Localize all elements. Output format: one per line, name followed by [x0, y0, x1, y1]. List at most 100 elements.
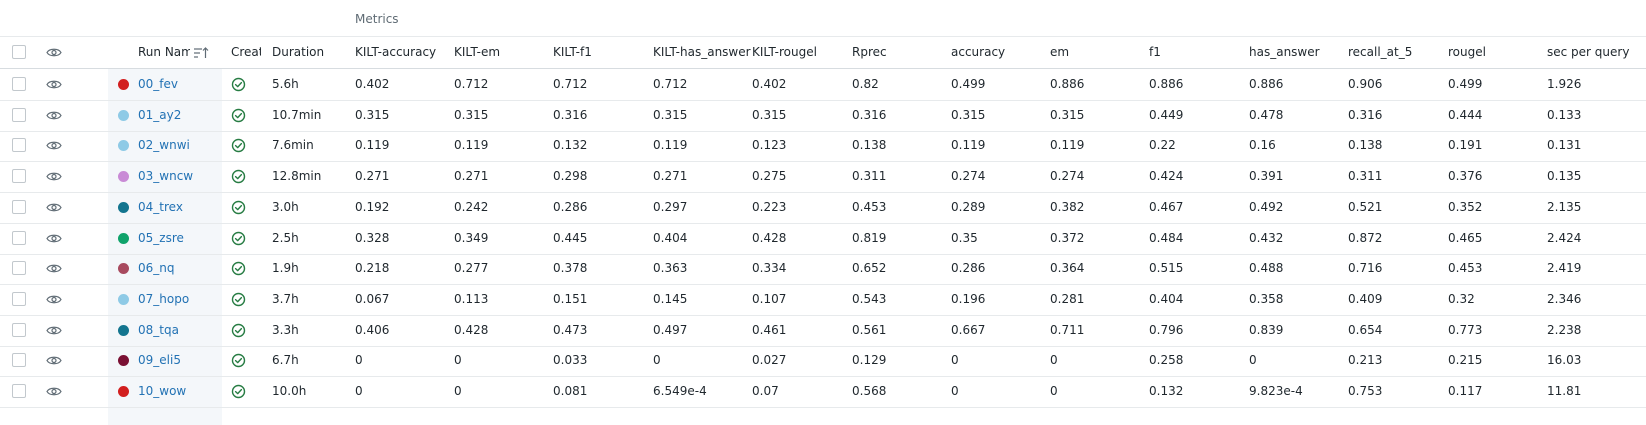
eye-icon[interactable]	[46, 47, 62, 58]
column-header-kilt-f1[interactable]: KILT-f1	[553, 45, 592, 59]
metric-cell-has-answer: 0.886	[1249, 77, 1284, 91]
run-color-swatch[interactable]	[118, 386, 129, 397]
run-name-link[interactable]: 10_wow	[138, 384, 187, 398]
row-select-checkbox[interactable]	[12, 261, 26, 276]
metric-cell-f1: 0.404	[1149, 291, 1184, 306]
column-header-kilt-rougel[interactable]: KILT-rougel	[752, 45, 817, 59]
run-name-link[interactable]: 09_eli5	[138, 353, 181, 368]
column-header-run-name[interactable]: Run Name	[138, 45, 190, 59]
eye-icon[interactable]	[46, 263, 62, 274]
check-circle-icon	[231, 200, 246, 214]
eye-icon[interactable]	[46, 171, 62, 182]
row-select-checkbox[interactable]	[12, 322, 26, 337]
run-color-swatch[interactable]	[118, 140, 129, 152]
row-select-checkbox[interactable]	[12, 230, 26, 245]
column-header-kilt-em[interactable]: KILT-em	[454, 45, 501, 59]
metric-cell-kilt-has-answer: 0.404	[653, 230, 688, 245]
metric-cell-f1: 0.258	[1149, 353, 1184, 368]
run-color-swatch[interactable]	[118, 171, 129, 183]
column-header-sec-per-query[interactable]: sec per query	[1547, 45, 1630, 59]
run-color-swatch[interactable]	[118, 293, 129, 305]
metric-cell-recall-at-5: 0.906	[1348, 77, 1383, 91]
metric-cell-em: 0.372	[1050, 230, 1085, 245]
metric-cell-kilt-has-answer: 6.549e-4	[653, 384, 707, 398]
row-select-checkbox[interactable]	[12, 138, 26, 153]
metric-cell-kilt-f1: 0.033	[553, 353, 588, 368]
select-all-checkbox[interactable]	[12, 45, 26, 59]
run-name-link[interactable]: 06_nq	[138, 261, 175, 276]
metric-cell-kilt-has-answer: 0.712	[653, 77, 688, 91]
run-color-swatch[interactable]	[118, 355, 129, 367]
metric-cell-kilt-f1: 0.445	[553, 230, 588, 245]
duration-cell: 5.6h	[272, 77, 299, 91]
row-select-checkbox[interactable]	[12, 199, 26, 214]
sort-ascending-icon[interactable]	[193, 46, 209, 60]
metric-cell-f1: 0.22	[1149, 138, 1176, 153]
column-header-has-answer[interactable]: has_answer	[1249, 45, 1320, 59]
metric-cell-em: 0.711	[1050, 322, 1085, 337]
column-header-em[interactable]: em	[1050, 45, 1070, 59]
duration-cell: 12.8min	[272, 169, 322, 184]
eye-icon[interactable]	[46, 386, 62, 397]
eye-icon[interactable]	[46, 79, 62, 90]
metric-cell-has-answer: 0.391	[1249, 169, 1284, 184]
metric-cell-has-answer: 0.492	[1249, 199, 1284, 214]
row-select-checkbox[interactable]	[12, 353, 26, 368]
row-select-checkbox[interactable]	[12, 291, 26, 306]
duration-cell: 10.0h	[272, 384, 307, 398]
metric-cell-sec-per-query: 2.424	[1547, 230, 1582, 245]
run-color-swatch[interactable]	[118, 109, 129, 121]
eye-icon[interactable]	[46, 294, 62, 305]
run-color-swatch[interactable]	[118, 263, 129, 275]
row-select-checkbox[interactable]	[12, 107, 26, 122]
metric-cell-kilt-has-answer: 0.315	[653, 107, 688, 122]
metric-cell-f1: 0.449	[1149, 107, 1184, 122]
eye-icon[interactable]	[46, 140, 62, 151]
column-header-kilt-accuracy[interactable]: KILT-accuracy	[355, 45, 437, 59]
column-header-rprec[interactable]: Rprec	[852, 45, 887, 59]
table-row: 08_tqa 3.3h 0.406 0.428 0.473 0.497 0.461 0.561…	[0, 315, 1646, 347]
metric-cell-kilt-accuracy: 0	[355, 384, 363, 398]
column-header-recall-at-5[interactable]: recall_at_5	[1348, 45, 1413, 59]
column-header-created[interactable]: Creat	[231, 45, 261, 59]
run-color-swatch[interactable]	[118, 201, 129, 213]
metric-cell-has-answer: 0.478	[1249, 107, 1284, 122]
metric-cell-kilt-rougel: 0.402	[752, 77, 787, 91]
table-row: 00_fev 5.6h 0.402 0.712 0.712 0.712 0.402 0.82 0…	[0, 69, 1646, 101]
eye-icon[interactable]	[46, 325, 62, 336]
row-select-checkbox[interactable]	[12, 384, 26, 398]
metric-cell-em: 0.315	[1050, 107, 1085, 122]
column-header-duration[interactable]: Duration	[272, 45, 325, 59]
metric-cell-kilt-rougel: 0.334	[752, 261, 787, 276]
column-header-f1[interactable]: f1	[1149, 45, 1161, 59]
eye-icon[interactable]	[46, 110, 62, 121]
metric-cell-kilt-em: 0.315	[454, 107, 489, 122]
column-header-accuracy[interactable]: accuracy	[951, 45, 1006, 59]
row-select-checkbox[interactable]	[12, 77, 26, 91]
eye-icon[interactable]	[46, 233, 62, 244]
row-select-checkbox[interactable]	[12, 169, 26, 184]
metric-cell-kilt-f1: 0.378	[553, 261, 588, 276]
metric-cell-rprec: 0.311	[852, 169, 887, 184]
check-circle-icon	[231, 108, 246, 122]
run-name-link[interactable]: 00_fev	[138, 77, 178, 91]
run-name-link[interactable]: 03_wncw	[138, 169, 194, 184]
metric-cell-kilt-rougel: 0.461	[752, 322, 787, 337]
column-header-rougel[interactable]: rougel	[1448, 45, 1486, 59]
eye-icon[interactable]	[46, 355, 62, 366]
check-circle-icon	[231, 169, 246, 184]
run-color-swatch[interactable]	[118, 324, 129, 336]
run-name-link[interactable]: 04_trex	[138, 199, 183, 214]
run-name-link[interactable]: 01_ay2	[138, 107, 182, 122]
run-color-swatch[interactable]	[118, 79, 129, 90]
run-name-link[interactable]: 08_tqa	[138, 322, 179, 337]
table-row: 06_nq 1.9h 0.218 0.277 0.378 0.363 0.334 0.652 0…	[0, 253, 1646, 286]
eye-icon[interactable]	[46, 202, 62, 213]
column-header-kilt-has-answer[interactable]: KILT-has_answer	[653, 45, 751, 59]
run-name-link[interactable]: 02_wnwi	[138, 138, 190, 153]
run-name-link[interactable]: 07_hopo	[138, 291, 190, 306]
run-name-link[interactable]: 05_zsre	[138, 230, 184, 245]
column-header-row: Run Name Creat Duration KILT-accuracy KIL…	[0, 37, 1646, 69]
run-color-swatch[interactable]	[118, 232, 129, 244]
metric-cell-kilt-has-answer: 0	[653, 353, 661, 368]
